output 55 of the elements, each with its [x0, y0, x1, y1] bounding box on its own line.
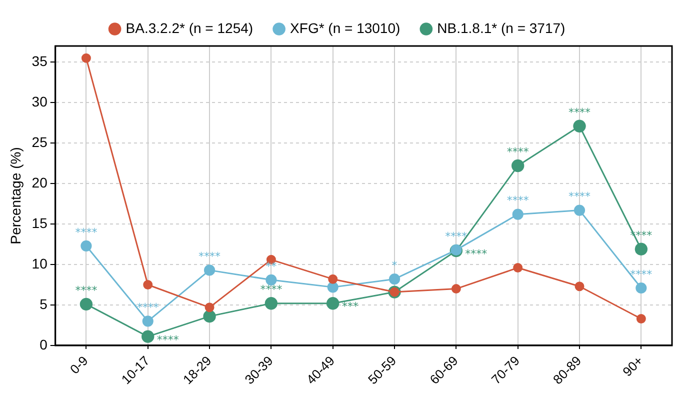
point [204, 264, 216, 276]
annotation: **** [445, 230, 468, 243]
annotation: **** [75, 284, 98, 298]
point [636, 282, 647, 294]
point [143, 280, 153, 290]
y-tick-label: 25 [32, 134, 48, 150]
point [142, 316, 154, 327]
point [573, 120, 586, 132]
point [203, 310, 216, 323]
y-tick-label: 5 [40, 296, 48, 312]
point [80, 240, 92, 252]
point [451, 284, 461, 294]
point [327, 282, 338, 293]
y-axis-title: Percentage (%) [7, 147, 24, 244]
annotation: * [392, 258, 398, 272]
annotation: **** [568, 190, 592, 204]
annotation: **** [260, 283, 283, 296]
y-tick-label: 30 [32, 94, 48, 110]
point [574, 282, 584, 292]
y-tick-label: 20 [32, 174, 48, 190]
annotation: *** [342, 300, 359, 314]
annotation: **** [75, 226, 98, 239]
point [264, 297, 278, 310]
annotation: **** [156, 333, 180, 346]
point [80, 298, 93, 311]
annotation: **** [568, 106, 592, 119]
point [634, 242, 648, 256]
y-tick-label: 15 [32, 214, 48, 231]
legend-label: NB.1.8.1* (n = 3717) [437, 20, 566, 36]
point [266, 274, 277, 286]
point [511, 159, 524, 172]
annotation: **** [465, 248, 488, 261]
y-tick-label: 10 [32, 255, 48, 272]
point [512, 208, 524, 220]
annotation: ** [266, 260, 278, 273]
y-tick-label: 0 [40, 336, 48, 352]
legend-label: BA.3.2.2* (n = 1254) [126, 20, 254, 36]
point [574, 204, 586, 216]
x-tick-label: 0-9 [66, 353, 91, 377]
point [204, 302, 214, 312]
point [388, 274, 400, 285]
annotation: **** [506, 194, 530, 208]
point [142, 330, 154, 343]
point [636, 314, 646, 324]
point [513, 263, 523, 273]
annotation: **** [136, 301, 160, 314]
point [328, 274, 338, 284]
x-tick-label: 90+ [620, 353, 646, 380]
point [81, 53, 91, 63]
legend-label: XFG* (n = 13010) [290, 20, 400, 36]
annotation: **** [630, 268, 653, 281]
annotation: **** [198, 250, 222, 264]
point [326, 297, 340, 310]
annotation: **** [506, 146, 530, 159]
y-tick-label: 35 [32, 53, 48, 70]
